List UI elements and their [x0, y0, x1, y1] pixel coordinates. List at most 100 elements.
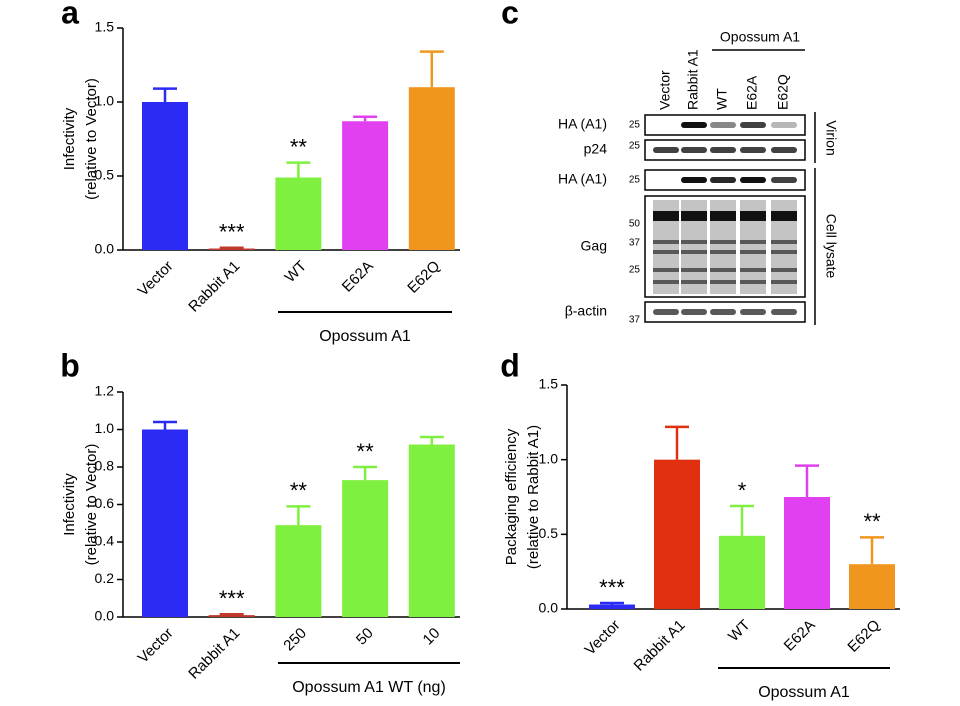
band	[771, 240, 797, 244]
bar	[589, 604, 635, 609]
band	[710, 280, 736, 284]
band	[771, 122, 797, 128]
y-tick-label: 1.0	[539, 450, 559, 466]
band	[740, 240, 766, 244]
significance-marker: ***	[219, 220, 245, 245]
y-axis-label: (relative to Vector)	[83, 78, 100, 200]
y-tick-label: 1.0	[95, 420, 115, 436]
x-tick-label: Rabbit A1	[185, 625, 243, 683]
group-label: Opossum A1	[758, 684, 850, 701]
band	[710, 147, 736, 153]
lane-label: E62A	[744, 75, 760, 110]
band	[771, 309, 797, 315]
bar	[275, 525, 322, 617]
y-tick-label: 0.8	[95, 458, 115, 474]
bar	[719, 535, 765, 609]
significance-marker: **	[357, 439, 375, 464]
y-tick-label: 1.0	[95, 93, 115, 109]
y-axis-label: Packaging efficiency	[503, 428, 520, 565]
band	[681, 268, 707, 272]
band	[740, 250, 766, 254]
band	[681, 240, 707, 244]
band	[771, 280, 797, 284]
band	[740, 268, 766, 272]
x-tick-label: Vector	[135, 258, 177, 300]
bar	[784, 497, 830, 609]
x-tick-label: E62A	[339, 258, 377, 296]
band	[681, 147, 707, 153]
y-axis-label: (relative to Rabbit A1)	[525, 425, 542, 569]
band	[710, 240, 736, 244]
panel-label: a	[61, 0, 79, 30]
size-marker: 37	[629, 238, 641, 249]
x-tick-label: 10	[420, 625, 444, 649]
band	[771, 147, 797, 153]
band	[681, 177, 707, 183]
y-axis-label: (relative to Vector)	[83, 444, 100, 566]
band	[740, 147, 766, 153]
blot-row-label: Gag	[581, 238, 607, 254]
y-tick-label: 0.5	[95, 167, 115, 183]
x-tick-label: WT	[725, 617, 754, 646]
section-label: Virion	[823, 120, 839, 156]
band	[681, 211, 707, 221]
x-tick-label: Vector	[582, 617, 624, 659]
band	[771, 211, 797, 221]
y-axis-label: Infectivity	[61, 473, 78, 536]
blot-row-label: HA (A1)	[558, 171, 607, 187]
band	[771, 177, 797, 183]
bar	[342, 480, 389, 617]
y-tick-label: 0.0	[95, 241, 115, 257]
band	[740, 309, 766, 315]
size-marker: 25	[629, 141, 641, 152]
bar	[275, 177, 322, 250]
band	[710, 122, 736, 128]
y-axis-label: Infectivity	[61, 107, 78, 170]
x-tick-label: WT	[282, 258, 311, 287]
band	[681, 122, 707, 128]
bar	[208, 248, 255, 251]
significance-marker: *	[738, 478, 747, 503]
significance-marker: **	[863, 509, 881, 534]
lane-label: E62Q	[775, 74, 791, 110]
band	[740, 177, 766, 183]
x-tick-label: E62Q	[404, 258, 443, 297]
y-tick-label: 0.6	[95, 495, 115, 511]
significance-marker: **	[290, 478, 308, 503]
blot-row-label: β-actin	[565, 303, 607, 319]
band	[710, 177, 736, 183]
x-tick-label: E62A	[781, 617, 819, 655]
band	[653, 280, 679, 284]
blot-row-label: p24	[584, 141, 608, 157]
bar	[142, 429, 188, 617]
band	[740, 280, 766, 284]
lane-label: WT	[714, 88, 730, 110]
y-tick-label: 0.5	[539, 525, 559, 541]
band	[653, 268, 679, 272]
size-marker: 25	[629, 120, 641, 131]
lane-label: Vector	[657, 70, 673, 110]
group-label: Opossum A1	[319, 328, 411, 345]
band	[653, 147, 679, 153]
y-tick-label: 0.0	[539, 600, 559, 616]
x-tick-label: 50	[353, 625, 377, 649]
bar	[408, 87, 455, 250]
group-label: Opossum A1 WT (ng)	[292, 679, 446, 696]
significance-marker: **	[290, 134, 308, 159]
band	[681, 280, 707, 284]
x-tick-label: E62Q	[844, 617, 883, 656]
bar	[849, 564, 895, 609]
bar	[342, 121, 389, 251]
significance-marker: ***	[219, 586, 245, 611]
band	[740, 211, 766, 221]
y-tick-label: 0.0	[95, 608, 115, 624]
size-marker: 25	[629, 175, 641, 186]
significance-marker: ***	[599, 575, 625, 600]
band	[710, 250, 736, 254]
y-tick-label: 0.2	[95, 570, 115, 586]
bar	[654, 459, 700, 609]
band	[681, 250, 707, 254]
band	[653, 309, 679, 315]
band	[653, 240, 679, 244]
